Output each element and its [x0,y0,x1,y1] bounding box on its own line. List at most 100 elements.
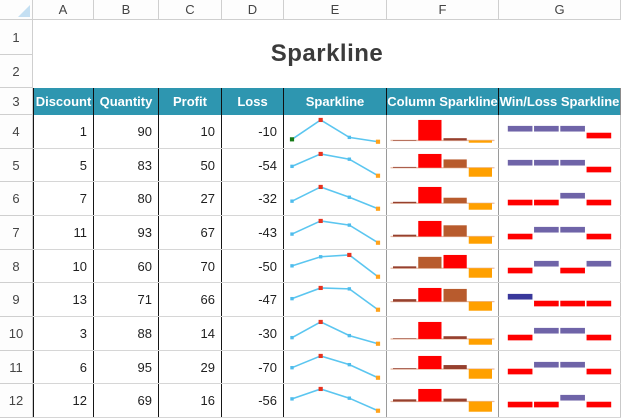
column-sparkline-cell[interactable] [387,115,499,148]
cell-profit[interactable]: 70 [159,249,222,283]
row-header-9[interactable]: 9 [0,283,32,318]
cell-loss[interactable]: -56 [222,384,284,418]
cell-quantity[interactable]: 83 [94,148,159,182]
cell-quantity[interactable]: 95 [94,350,159,384]
winloss-sparkline-cell[interactable] [499,148,621,182]
cell-profit[interactable]: 50 [159,148,222,182]
sparkline-marker [290,397,294,401]
column-header-a[interactable]: A [33,0,94,19]
cell-loss[interactable]: -47 [222,283,284,317]
winloss-sparkline-cell[interactable] [499,283,621,317]
row-header-4[interactable]: 4 [0,115,32,149]
table-header-cell[interactable]: Discount [33,88,94,115]
table-header-cell[interactable]: Quantity [94,88,159,115]
winloss-sparkline-cell[interactable] [499,115,621,148]
line-sparkline [290,218,381,245]
cell-discount[interactable]: 10 [33,249,94,283]
sparkline-marker [318,151,323,156]
cell-profit[interactable]: 14 [159,317,222,350]
cell-quantity[interactable]: 88 [94,317,159,350]
cell-loss[interactable]: -54 [222,148,284,182]
winloss-sparkline [507,294,612,307]
cell-discount[interactable]: 6 [33,350,94,384]
line-sparkline [290,252,381,279]
cell-discount[interactable]: 1 [33,115,94,148]
winloss-sparkline-cell[interactable] [499,182,621,216]
table-header-cell[interactable]: Column Sparkline [387,88,499,115]
cell-quantity[interactable]: 60 [94,249,159,283]
column-header-e[interactable]: E [284,0,387,19]
row-header-7[interactable]: 7 [0,216,32,250]
cell-profit[interactable]: 10 [159,115,222,148]
table-header-cell[interactable]: Loss [222,88,284,115]
cell-discount[interactable]: 3 [33,317,94,350]
line-sparkline-cell[interactable] [284,182,387,216]
row-header-2[interactable]: 2 [0,55,32,88]
cell-quantity[interactable]: 80 [94,182,159,216]
line-sparkline-cell[interactable] [284,283,387,317]
line-sparkline-cell[interactable] [284,249,387,283]
column-sparkline-cell[interactable] [387,249,499,283]
cell-loss[interactable]: -50 [222,249,284,283]
cell-discount[interactable]: 12 [33,384,94,418]
cell-discount[interactable]: 7 [33,182,94,216]
cell-discount[interactable]: 5 [33,148,94,182]
cell-profit[interactable]: 27 [159,182,222,216]
line-sparkline [290,387,381,414]
row-header-8[interactable]: 8 [0,250,32,284]
cell-loss[interactable]: -10 [222,115,284,148]
cell-profit[interactable]: 16 [159,384,222,418]
line-sparkline-cell[interactable] [284,216,387,249]
winloss-sparkline-cell[interactable] [499,384,621,418]
column-sparkline-cell[interactable] [387,148,499,182]
table-header-cell[interactable]: Sparkline [284,88,387,115]
column-header-c[interactable]: C [159,0,222,19]
column-sparkline-cell[interactable] [387,216,499,249]
line-sparkline-cell[interactable] [284,384,387,418]
cell-profit[interactable]: 67 [159,216,222,249]
row-header-3[interactable]: 3 [0,88,32,115]
row-header-6[interactable]: 6 [0,182,32,217]
cell-profit[interactable]: 66 [159,283,222,317]
column-sparkline-cell[interactable] [387,350,499,384]
row-header-1[interactable]: 1 [0,20,32,55]
table-header-cell[interactable]: Profit [159,88,222,115]
row-header-5[interactable]: 5 [0,149,32,183]
cell-loss[interactable]: -32 [222,182,284,216]
column-sparkline-cell[interactable] [387,283,499,317]
winloss-bar [507,233,533,240]
line-sparkline-cell[interactable] [284,148,387,182]
column-header-b[interactable]: B [94,0,159,19]
cell-loss[interactable]: -70 [222,350,284,384]
line-sparkline-cell[interactable] [284,115,387,148]
table-header-cell[interactable]: Win/Loss Sparkline [499,88,621,115]
column-header-d[interactable]: D [222,0,284,19]
winloss-bar [560,193,585,199]
winloss-sparkline-cell[interactable] [499,216,621,249]
cell-discount[interactable]: 13 [33,283,94,317]
cell-loss[interactable]: -30 [222,317,284,350]
column-sparkline-cell[interactable] [387,317,499,350]
cell-quantity[interactable]: 69 [94,384,159,418]
cell-profit[interactable]: 29 [159,350,222,384]
select-all-corner[interactable] [0,0,33,19]
cell-loss[interactable]: -43 [222,216,284,249]
column-header-f[interactable]: F [387,0,499,19]
cell-discount[interactable]: 11 [33,216,94,249]
sparkline-column-bar [393,234,417,237]
column-header-g[interactable]: G [499,0,621,19]
column-sparkline-cell[interactable] [387,384,499,418]
row-header-11[interactable]: 11 [0,351,32,385]
winloss-sparkline-cell[interactable] [499,249,621,283]
title-cell[interactable]: Sparkline [33,20,621,88]
cell-quantity[interactable]: 93 [94,216,159,249]
cell-quantity[interactable]: 71 [94,283,159,317]
winloss-sparkline-cell[interactable] [499,317,621,350]
row-header-10[interactable]: 10 [0,317,32,351]
row-header-12[interactable]: 12 [0,384,32,418]
winloss-sparkline-cell[interactable] [499,350,621,384]
line-sparkline-cell[interactable] [284,317,387,350]
cell-quantity[interactable]: 90 [94,115,159,148]
column-sparkline-cell[interactable] [387,182,499,216]
line-sparkline-cell[interactable] [284,350,387,384]
